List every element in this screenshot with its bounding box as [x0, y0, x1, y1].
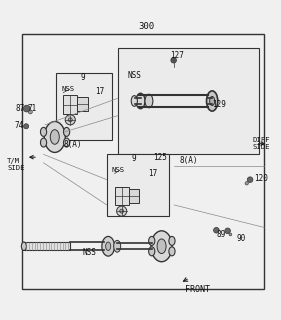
Text: NSS: NSS: [61, 86, 74, 92]
Text: DIFF: DIFF: [253, 137, 270, 143]
Text: 300: 300: [138, 22, 154, 31]
Text: NSS: NSS: [112, 167, 125, 173]
Text: 71: 71: [28, 104, 37, 113]
Text: 74: 74: [14, 122, 23, 131]
Text: FRONT: FRONT: [185, 285, 210, 294]
Text: SIDE: SIDE: [7, 165, 24, 171]
Ellipse shape: [131, 96, 137, 106]
Text: 17: 17: [96, 87, 105, 96]
Ellipse shape: [149, 236, 155, 245]
Text: NSS: NSS: [83, 248, 97, 257]
Circle shape: [65, 115, 75, 125]
Text: 127: 127: [170, 51, 184, 60]
Bar: [24, 242, 70, 251]
Bar: [129, 189, 139, 203]
Ellipse shape: [40, 127, 47, 136]
Circle shape: [247, 177, 253, 182]
Ellipse shape: [21, 242, 26, 251]
Text: 8(A): 8(A): [63, 140, 82, 149]
Ellipse shape: [149, 247, 155, 256]
Ellipse shape: [210, 97, 215, 106]
Circle shape: [225, 228, 230, 234]
Ellipse shape: [207, 91, 218, 111]
Ellipse shape: [151, 231, 172, 262]
Ellipse shape: [169, 247, 175, 256]
Text: 125: 125: [153, 153, 167, 162]
Circle shape: [229, 233, 232, 236]
Ellipse shape: [44, 122, 65, 152]
Ellipse shape: [136, 93, 145, 109]
Bar: [56, 73, 112, 140]
Ellipse shape: [157, 239, 166, 253]
Bar: [118, 48, 259, 154]
Text: 9: 9: [132, 154, 136, 163]
Text: 129: 129: [212, 100, 226, 109]
Circle shape: [245, 182, 248, 185]
Text: 120: 120: [254, 174, 268, 183]
Text: 17: 17: [148, 169, 157, 178]
Ellipse shape: [169, 236, 175, 245]
Bar: [22, 34, 264, 289]
Ellipse shape: [64, 138, 70, 147]
Circle shape: [68, 118, 72, 122]
Circle shape: [214, 228, 219, 233]
Ellipse shape: [114, 240, 121, 252]
Ellipse shape: [106, 242, 111, 251]
Circle shape: [117, 206, 127, 216]
Circle shape: [23, 105, 30, 112]
Text: 87: 87: [15, 104, 25, 113]
Circle shape: [171, 57, 176, 63]
Text: T/M: T/M: [7, 157, 20, 164]
Circle shape: [120, 209, 124, 213]
Ellipse shape: [40, 138, 47, 147]
Text: 9: 9: [80, 73, 85, 82]
Bar: [63, 95, 77, 114]
Circle shape: [28, 110, 32, 114]
Ellipse shape: [145, 94, 153, 108]
Ellipse shape: [102, 236, 115, 256]
Ellipse shape: [64, 127, 70, 136]
Circle shape: [24, 124, 29, 129]
Text: NSS: NSS: [128, 71, 142, 80]
Bar: [115, 187, 129, 205]
Bar: [107, 154, 169, 216]
Text: SIDE: SIDE: [253, 144, 270, 150]
Text: 8(A): 8(A): [179, 156, 198, 165]
Ellipse shape: [50, 130, 59, 144]
Text: 90: 90: [236, 234, 245, 243]
Bar: [77, 97, 88, 111]
Text: 89: 89: [216, 230, 226, 239]
